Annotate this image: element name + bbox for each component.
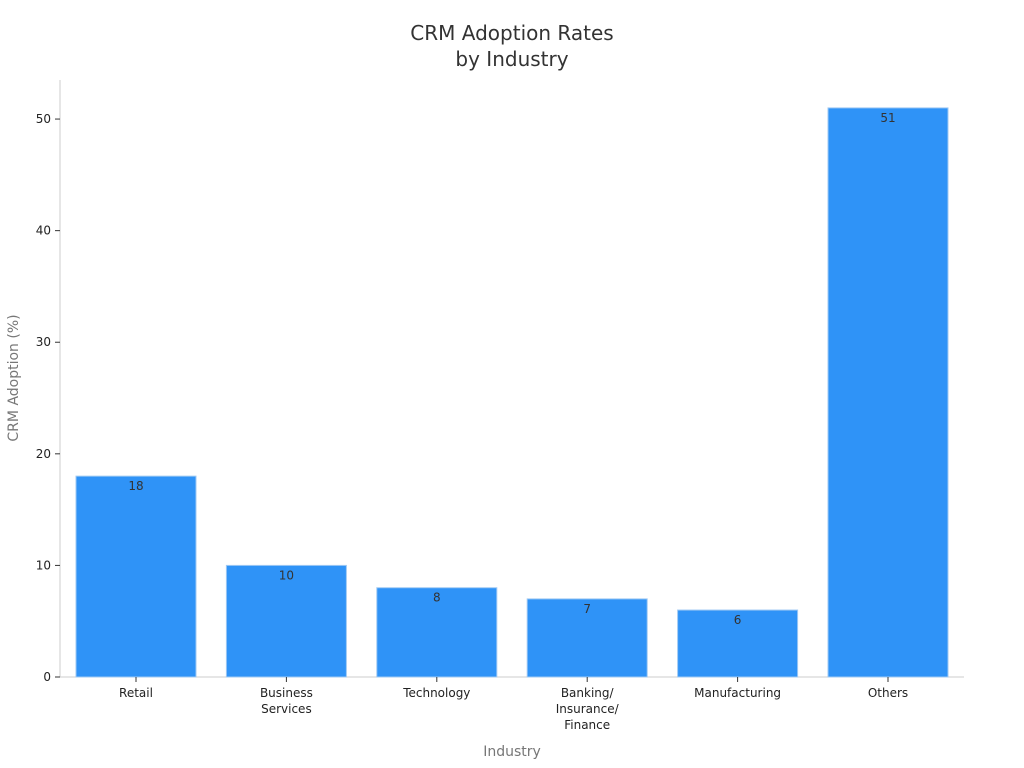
y-tick-label: 20 — [36, 447, 51, 461]
y-ticks: 0 10 20 30 40 50 — [36, 112, 60, 684]
x-tick-label: Technology — [402, 686, 470, 700]
x-ticks: Retail Business Services Technology Banking/… — [119, 677, 908, 732]
bar-value-label: 8 — [433, 591, 441, 605]
bar — [225, 564, 347, 678]
bar-value-label: 51 — [880, 111, 895, 125]
y-tick-label: 30 — [36, 335, 51, 349]
axes — [59, 80, 964, 678]
bar-value-label: 7 — [583, 602, 591, 616]
bar-value-label: 10 — [279, 568, 294, 582]
bar — [75, 475, 197, 678]
x-tick-label: Business Services — [260, 686, 313, 716]
x-tick-label: Others — [868, 686, 908, 700]
y-tick-label: 10 — [36, 558, 51, 572]
bar — [677, 609, 799, 678]
x-tick-label: Manufacturing — [694, 686, 781, 700]
data-labels: 18 10 8 7 6 51 — [128, 111, 895, 627]
bar — [376, 587, 498, 678]
y-tick-label: 0 — [43, 670, 51, 684]
x-axis-title: Industry — [483, 744, 541, 760]
bar-value-label: 18 — [128, 479, 143, 493]
y-axis-title: CRM Adoption (%) — [6, 314, 22, 441]
bars — [75, 107, 949, 678]
bar — [526, 598, 648, 678]
chart-title: CRM Adoption Rates by Industry — [410, 21, 613, 71]
chart-title-line-2: by Industry — [455, 47, 568, 71]
bar — [827, 107, 949, 678]
x-tick-label: Retail — [119, 686, 153, 700]
x-tick-label: Banking/Insurance/Finance — [556, 686, 620, 732]
bar-value-label: 6 — [734, 613, 742, 627]
chart-title-line-1: CRM Adoption Rates — [410, 21, 613, 45]
y-tick-label: 40 — [36, 224, 51, 238]
y-tick-label: 50 — [36, 112, 51, 126]
